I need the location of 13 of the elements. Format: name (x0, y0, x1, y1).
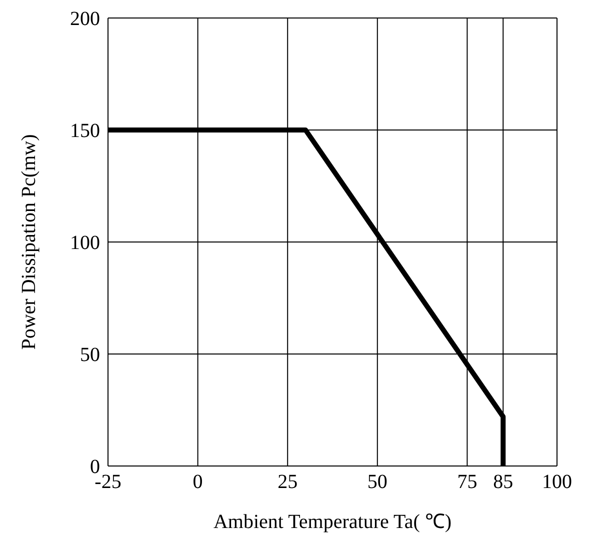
y-tick-label: 200 (70, 8, 100, 30)
x-tick-label: 100 (542, 471, 572, 494)
y-tick-label: 100 (70, 232, 100, 254)
x-tick-label: 85 (493, 471, 514, 494)
y-tick-label: 150 (70, 120, 100, 142)
x-tick-label: 75 (457, 471, 478, 494)
x-tick-label: 0 (192, 471, 203, 494)
x-tick-label: 50 (367, 471, 388, 494)
y-tick-label: 50 (80, 344, 100, 366)
y-tick-label: 0 (90, 456, 100, 478)
y-axis-title: Power Dissipation Pc(mw) (18, 134, 40, 350)
x-axis-title: Ambient Temperature Ta( ℃) (213, 511, 452, 533)
x-tick-label: 25 (278, 471, 298, 494)
